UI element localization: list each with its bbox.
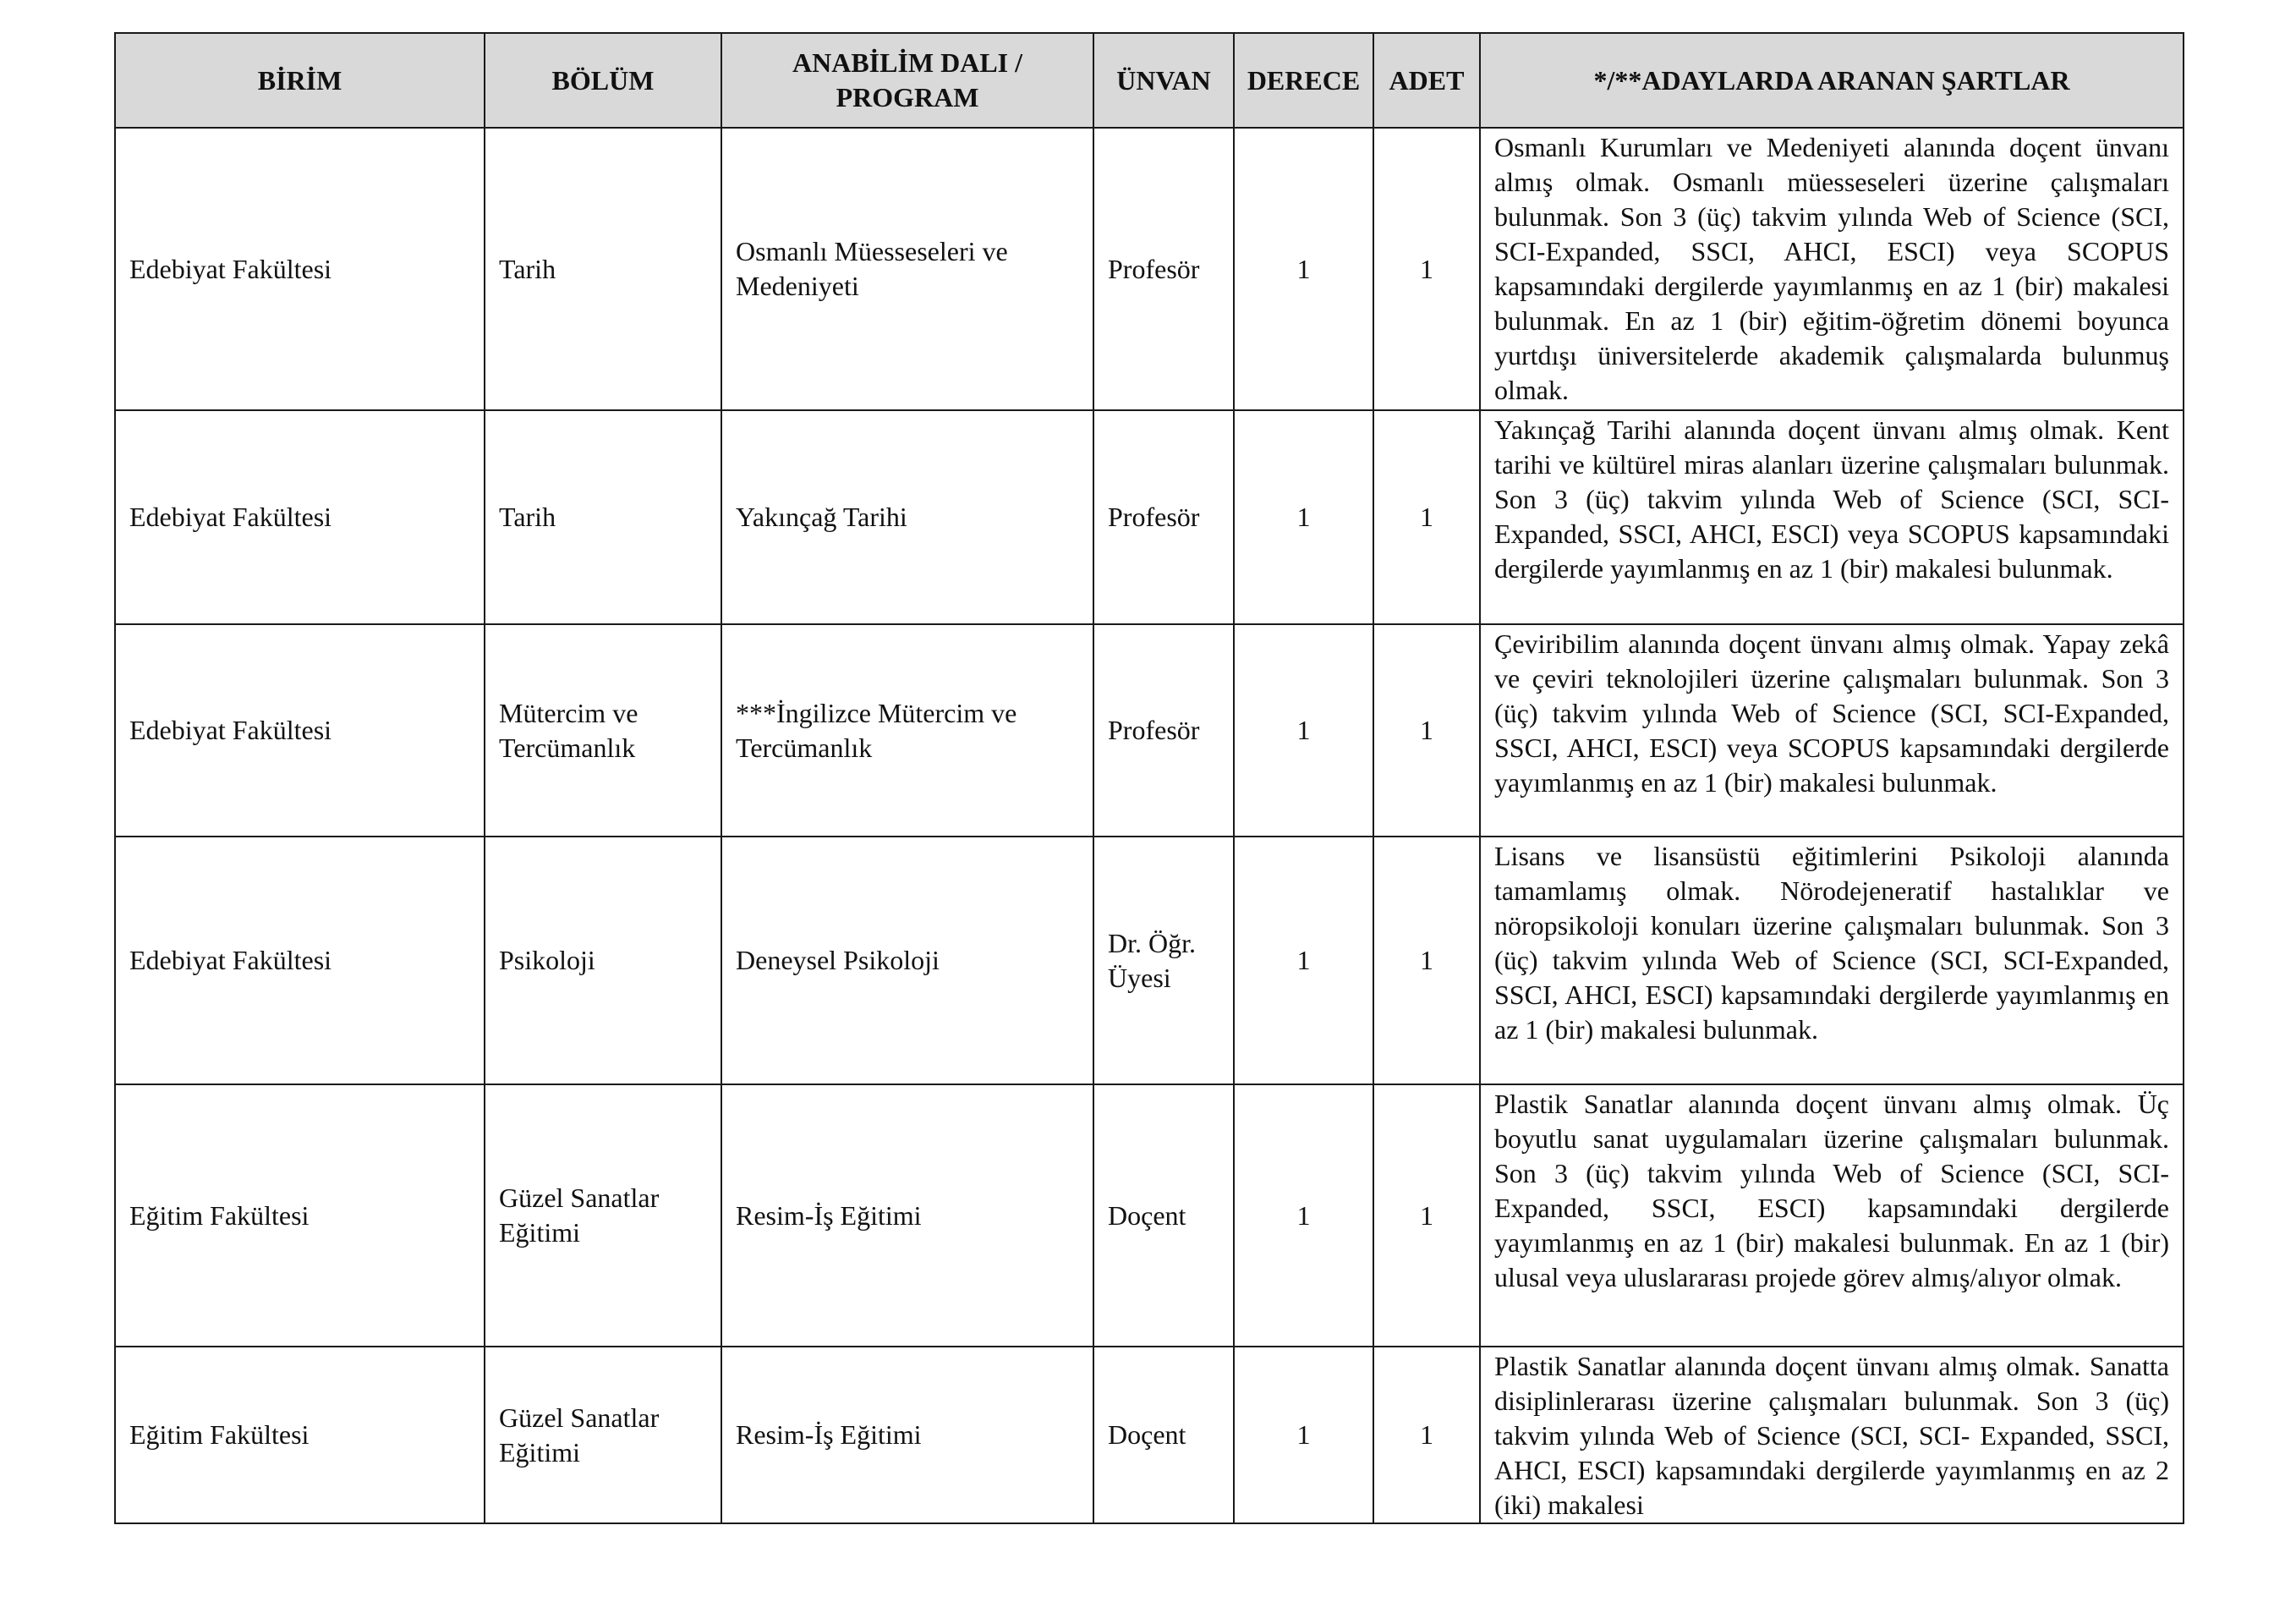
table-row: Edebiyat Fakültesi Tarih Osmanlı Müessesel…	[114, 127, 2184, 411]
table-row: Eğitim Fakültesi Güzel Sanatlar Eğitimi Re…	[114, 1346, 2184, 1524]
cell-unvan: Dr. Öğr. Üyesi	[1093, 836, 1235, 1085]
requirements-text: Plastik Sanatlar alanında doçent ünvanı …	[1494, 1089, 2169, 1292]
cell-anabilim: Resim-İş Eğitimi	[721, 1346, 1094, 1524]
cell-unvan: Profesör	[1093, 409, 1235, 625]
table-row: Eğitim Fakültesi Güzel Sanatlar Eğitimi Re…	[114, 1084, 2184, 1347]
cell-sartlar: Plastik Sanatlar alanında doçent ünvanı …	[1479, 1346, 2184, 1524]
cell-adet: 1	[1373, 623, 1481, 837]
cell-sartlar: Çeviribilim alanında doçent ünvanı almış…	[1479, 623, 2184, 837]
cell-derece: 1	[1233, 127, 1374, 411]
cell-adet: 1	[1373, 1346, 1481, 1524]
cell-adet: 1	[1373, 1084, 1481, 1347]
cell-bolum: Psikoloji	[484, 836, 722, 1085]
cell-unvan: Doçent	[1093, 1084, 1235, 1347]
cell-birim: Eğitim Fakültesi	[114, 1084, 485, 1347]
cell-derece: 1	[1233, 1346, 1374, 1524]
header-bolum: BÖLÜM	[484, 32, 722, 129]
requirements-text: Çeviribilim alanında doçent ünvanı almış…	[1494, 628, 2169, 798]
requirements-text: Plastik Sanatlar alanında doçent ünvanı …	[1494, 1351, 2169, 1520]
cell-birim: Edebiyat Fakültesi	[114, 836, 485, 1085]
header-adet: ADET	[1373, 32, 1481, 129]
cell-sartlar: Yakınçağ Tarihi alanında doçent ünvanı a…	[1479, 409, 2184, 625]
cell-derece: 1	[1233, 836, 1374, 1085]
header-unvan: ÜNVAN	[1093, 32, 1235, 129]
cell-adet: 1	[1373, 836, 1481, 1085]
cell-bolum: Güzel Sanatlar Eğitimi	[484, 1084, 722, 1347]
cell-sartlar: Plastik Sanatlar alanında doçent ünvanı …	[1479, 1084, 2184, 1347]
table-row: Edebiyat Fakültesi Mütercim ve Tercümanlı…	[114, 623, 2184, 837]
cell-sartlar: Lisans ve lisansüstü eğitimlerini Psikol…	[1479, 836, 2184, 1085]
cell-sartlar: Osmanlı Kurumları ve Medeniyeti alanında…	[1479, 127, 2184, 411]
cell-unvan: Doçent	[1093, 1346, 1235, 1524]
cell-bolum: Güzel Sanatlar Eğitimi	[484, 1346, 722, 1524]
cell-bolum: Mütercim ve Tercümanlık	[484, 623, 722, 837]
cell-unvan: Profesör	[1093, 623, 1235, 837]
cell-anabilim: ***İngilizce Mütercim ve Tercümanlık	[721, 623, 1094, 837]
cell-birim: Edebiyat Fakültesi	[114, 623, 485, 837]
cell-anabilim: Resim-İş Eğitimi	[721, 1084, 1094, 1347]
header-anabilim: ANABİLİM DALI / PROGRAM	[721, 32, 1094, 129]
cell-anabilim: Deneysel Psikoloji	[721, 836, 1094, 1085]
cell-birim: Eğitim Fakültesi	[114, 1346, 485, 1524]
table-row: Edebiyat Fakültesi Tarih Yakınçağ Tarihi Pr…	[114, 409, 2184, 625]
table-header-row: BİRİM BÖLÜM ANABİLİM DALI / PROGRAM ÜNVA…	[114, 32, 2184, 129]
position-requirements-table: BİRİM BÖLÜM ANABİLİM DALI / PROGRAM ÜNVA…	[114, 32, 2184, 1524]
requirements-text: Osmanlı Kurumları ve Medeniyeti alanında…	[1494, 132, 2169, 405]
cell-unvan: Profesör	[1093, 127, 1235, 411]
cell-derece: 1	[1233, 409, 1374, 625]
requirements-text: Lisans ve lisansüstü eğitimlerini Psikol…	[1494, 841, 2169, 1045]
cell-adet: 1	[1373, 409, 1481, 625]
cell-anabilim: Yakınçağ Tarihi	[721, 409, 1094, 625]
header-birim: BİRİM	[114, 32, 485, 129]
table-row: Edebiyat Fakültesi Psikoloji Deneysel Psik…	[114, 836, 2184, 1085]
cell-birim: Edebiyat Fakültesi	[114, 409, 485, 625]
cell-derece: 1	[1233, 623, 1374, 837]
cell-anabilim: Osmanlı Müesseseleri ve Medeniyeti	[721, 127, 1094, 411]
cell-bolum: Tarih	[484, 127, 722, 411]
cell-adet: 1	[1373, 127, 1481, 411]
header-derece: DERECE	[1233, 32, 1374, 129]
header-sartlar: */**ADAYLARDA ARANAN ŞARTLAR	[1479, 32, 2184, 129]
cell-bolum: Tarih	[484, 409, 722, 625]
cell-birim: Edebiyat Fakültesi	[114, 127, 485, 411]
cell-derece: 1	[1233, 1084, 1374, 1347]
requirements-text: Yakınçağ Tarihi alanında doçent ünvanı a…	[1494, 414, 2169, 584]
